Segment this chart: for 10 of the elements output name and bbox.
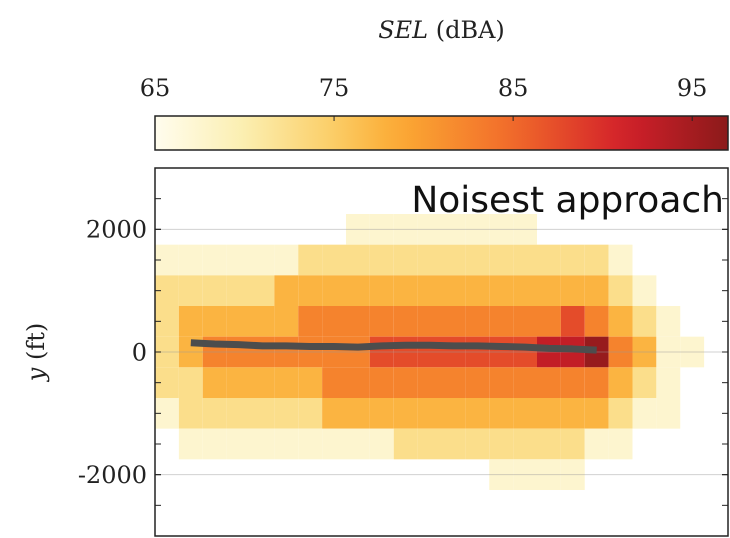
- color-bar-title: SEL (dBA): [378, 16, 505, 44]
- y-tick-label: -2000: [78, 461, 147, 490]
- color-bar-label: 85: [498, 74, 528, 102]
- color-bar-label: 75: [318, 74, 350, 102]
- y-axis-title: y (ft): [22, 322, 50, 382]
- y-tick-label: 2000: [86, 216, 147, 244]
- color-bar-label: 95: [676, 74, 708, 102]
- color-bar-label: 65: [140, 74, 170, 102]
- annotation: Noisest approach: [411, 180, 724, 221]
- y-tick-label: 0: [132, 338, 147, 366]
